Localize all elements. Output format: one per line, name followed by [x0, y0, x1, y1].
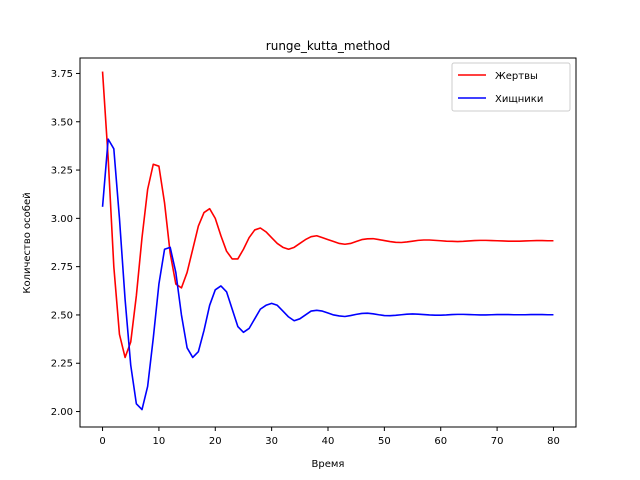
x-tick-label: 0	[99, 436, 105, 447]
y-tick-label: 2.00	[51, 407, 73, 418]
y-tick-label: 3.50	[51, 117, 73, 128]
y-axis-label: Количество особей	[22, 192, 33, 293]
y-tick-label: 3.75	[51, 69, 73, 80]
legend-label-predators: Хищники	[495, 94, 543, 105]
y-tick-label: 3.00	[51, 214, 73, 225]
series-line-1	[101, 138, 554, 411]
y-tick-label: 3.25	[51, 166, 73, 177]
y-tick-label: 2.75	[51, 262, 73, 273]
x-tick-label: 40	[322, 436, 335, 447]
legend-label-prey: Жертвы	[495, 71, 538, 82]
x-tick-label: 80	[547, 436, 560, 447]
plot-lines	[101, 71, 554, 411]
x-tick-label: 30	[265, 436, 278, 447]
legend: Жертвы Хищники	[451, 62, 571, 112]
y-tick-label: 2.50	[51, 310, 73, 321]
y-ticks: 2.00 2.25 2.50 2.75 3.00 3.25 3.50 3.75	[51, 69, 80, 418]
chart-title: runge_kutta_method	[266, 39, 390, 53]
x-tick-label: 10	[153, 436, 166, 447]
x-tick-label: 20	[209, 436, 222, 447]
x-tick-label: 50	[378, 436, 391, 447]
x-tick-label: 60	[434, 436, 447, 447]
y-tick-label: 2.25	[51, 359, 73, 370]
x-axis-label: Время	[312, 459, 345, 470]
x-tick-label: 70	[491, 436, 504, 447]
x-ticks: 0 10 20 30 40 50 60 70 80	[99, 427, 560, 447]
plot-frame	[79, 57, 577, 428]
